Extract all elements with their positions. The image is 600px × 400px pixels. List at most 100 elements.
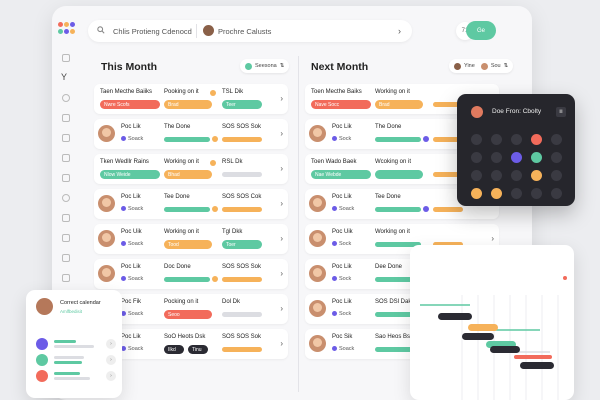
progress-bar [433,172,463,177]
gantt-bar[interactable] [520,362,554,369]
calendar-day[interactable] [471,152,482,163]
calendar-day[interactable] [471,170,482,181]
pin-icon[interactable] [62,194,70,202]
gantt-bar[interactable] [514,355,552,359]
chart-icon[interactable] [62,174,70,182]
status-pill[interactable]: Nave Socc [311,100,371,109]
app-logo[interactable] [58,22,75,36]
task-card[interactable]: Taen Mecthe Baiiks Nwre Scofs Pooking on i… [94,84,288,114]
tag-pill[interactable] [375,170,423,179]
chevron-right-icon[interactable]: › [280,199,283,208]
users-icon[interactable] [62,134,70,142]
avatar[interactable] [98,125,115,142]
chevron-right-icon[interactable]: › [398,26,401,36]
filter2-icon[interactable] [62,254,70,262]
calendar-menu-icon[interactable]: Ⅲ [556,107,566,117]
calendar-day[interactable] [531,152,542,163]
calendar-day[interactable] [551,134,562,145]
chevron-icon[interactable]: › [106,339,116,349]
clock-icon[interactable] [62,94,70,102]
search-bar[interactable] [88,20,412,42]
calendar-day[interactable] [471,134,482,145]
list-item[interactable]: › [36,353,116,367]
task-card[interactable]: Poc Lik Soack Doc Done SOS SOS Sok › [94,259,288,289]
chevron-right-icon[interactable]: › [280,304,283,313]
tag-pill[interactable]: Tood [164,240,212,249]
calendar-day[interactable] [551,152,562,163]
avatar[interactable] [309,300,326,317]
date-pill[interactable]: Toer [222,240,262,249]
task-card[interactable]: Poc Fik Soack Pocking on it Seoo Dol Dk › [94,294,288,324]
chevron-right-icon[interactable]: › [280,269,283,278]
list-item[interactable]: › [36,369,116,383]
chevron-right-icon[interactable]: › [280,234,283,243]
avatar[interactable] [309,195,326,212]
chevron-icon[interactable]: › [106,355,116,365]
calendar-day[interactable] [511,170,522,181]
calendar-day[interactable] [491,134,502,145]
calendar-icon[interactable] [62,154,70,162]
gantt-bar[interactable] [468,324,498,331]
tag-pill-2[interactable]: Tinu [188,345,208,354]
sub-label: Soack [128,276,144,282]
tag-pill[interactable]: Ilkd [164,345,184,354]
calendar-day[interactable] [491,152,502,163]
status-pill[interactable]: Nwre Scofs [100,100,160,109]
home-icon[interactable] [62,54,70,62]
status-pill[interactable]: Nlow Weide [100,170,160,179]
calendar-day[interactable] [491,188,502,199]
task-card[interactable]: Poc Lik Soack SoO Heots Dsk Ilkd Tinu SOS SOS… [94,329,288,359]
gantt-bar[interactable] [486,341,516,348]
calendar-day[interactable] [511,134,522,145]
avatar[interactable] [98,265,115,282]
calendar-day[interactable] [531,170,542,181]
avatar[interactable] [309,125,326,142]
sub-label: Soack [128,241,144,247]
list-item[interactable]: › [36,337,116,351]
avatar[interactable] [309,335,326,352]
gantt-bar[interactable] [462,333,494,340]
chevron-right-icon[interactable]: › [280,164,283,173]
status-text: Wcoking on it [375,159,412,165]
grid-icon[interactable] [62,234,70,242]
chevron-right-icon[interactable]: › [280,339,283,348]
calendar-day[interactable] [531,134,542,145]
chevron-icon[interactable]: › [106,371,116,381]
gantt-bar[interactable] [438,313,472,320]
chevron-right-icon[interactable]: › [280,129,283,138]
status-pill[interactable]: Nae Webde [311,170,371,179]
avatar[interactable] [309,230,326,247]
folder-icon[interactable] [62,114,70,122]
doc-icon[interactable] [62,214,70,222]
settings-icon[interactable] [62,274,70,282]
avatar[interactable] [98,230,115,247]
task-card[interactable]: Tken Wedllr Rains Nlow Weide Working on it… [94,154,288,184]
date-pill[interactable]: Teer [222,100,262,109]
calendar-day[interactable] [471,188,482,199]
avatar[interactable] [309,265,326,282]
calendar-day[interactable] [511,152,522,163]
calendar-day[interactable] [531,188,542,199]
go-button[interactable]: Ge [466,21,496,40]
chevron-right-icon[interactable]: › [280,94,283,103]
task-card[interactable]: Poc Lik Soack Tee Done SOS SOS Cok › [94,189,288,219]
task-card[interactable]: Poc Uik Soack Working on it Tood Tgl Dkk Toer… [94,224,288,254]
column-toggle-2[interactable]: Yine Sou ⇅ [449,59,514,73]
tag-pill[interactable]: Brad [375,100,423,109]
calendar-day[interactable] [551,170,562,181]
tag-pill[interactable]: Seoo [164,310,212,319]
avatar[interactable] [98,195,115,212]
calendar-day[interactable] [491,170,502,181]
calendar-day[interactable] [551,188,562,199]
calendar-day[interactable] [511,188,522,199]
tag-pill[interactable]: Bhad [164,170,212,179]
search-input[interactable]: Chlis Protieng Cdenocd [113,27,192,36]
tag-pill[interactable]: Brad [164,100,212,109]
avatar[interactable] [203,25,214,36]
filter-icon[interactable]: Y [61,72,68,82]
gantt-bar[interactable] [490,346,520,353]
task-card[interactable]: Poc Lik Soack The Done SOS SOS Sok › [94,119,288,149]
column-toggle[interactable]: Seesona ⇅ [240,59,290,73]
chevron-right-icon[interactable]: › [491,234,494,243]
task-card[interactable]: Poc Uik Sock Working on it › [305,224,499,254]
